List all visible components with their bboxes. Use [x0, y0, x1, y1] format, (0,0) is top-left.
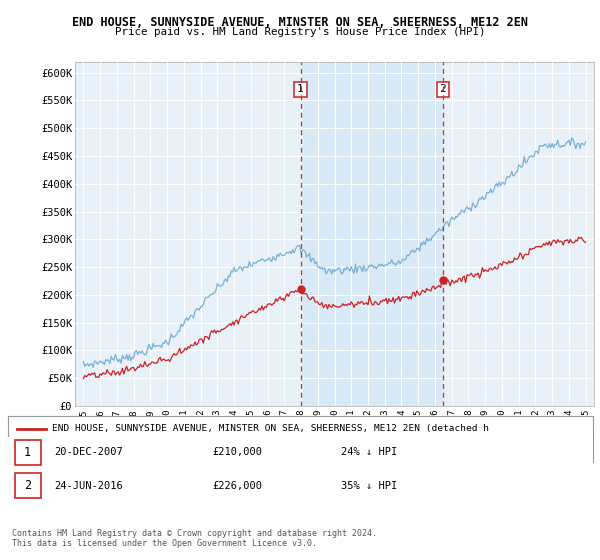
Text: Contains HM Land Registry data © Crown copyright and database right 2024.
This d: Contains HM Land Registry data © Crown c… — [12, 529, 377, 548]
Text: £210,000: £210,000 — [212, 447, 263, 457]
Text: 24% ↓ HPI: 24% ↓ HPI — [341, 447, 398, 457]
Text: 24-JUN-2016: 24-JUN-2016 — [55, 481, 124, 491]
Text: 2: 2 — [24, 479, 31, 492]
Bar — [301, 62, 443, 406]
Text: Price paid vs. HM Land Registry's House Price Index (HPI): Price paid vs. HM Land Registry's House … — [115, 27, 485, 37]
Text: £226,000: £226,000 — [212, 481, 263, 491]
Text: END HOUSE, SUNNYSIDE AVENUE, MINSTER ON SEA, SHEERNESS, ME12 2EN (detached h: END HOUSE, SUNNYSIDE AVENUE, MINSTER ON … — [52, 424, 488, 433]
Text: 20-DEC-2007: 20-DEC-2007 — [55, 447, 124, 457]
Text: 2: 2 — [440, 85, 446, 95]
Text: 1: 1 — [297, 85, 304, 95]
Text: HPI: Average price, detached house, Swale: HPI: Average price, detached house, Swal… — [52, 446, 287, 455]
Text: END HOUSE, SUNNYSIDE AVENUE, MINSTER ON SEA, SHEERNESS, ME12 2EN: END HOUSE, SUNNYSIDE AVENUE, MINSTER ON … — [72, 16, 528, 29]
Text: 35% ↓ HPI: 35% ↓ HPI — [341, 481, 398, 491]
Text: 1: 1 — [24, 446, 31, 459]
FancyBboxPatch shape — [15, 440, 41, 465]
FancyBboxPatch shape — [15, 473, 41, 498]
